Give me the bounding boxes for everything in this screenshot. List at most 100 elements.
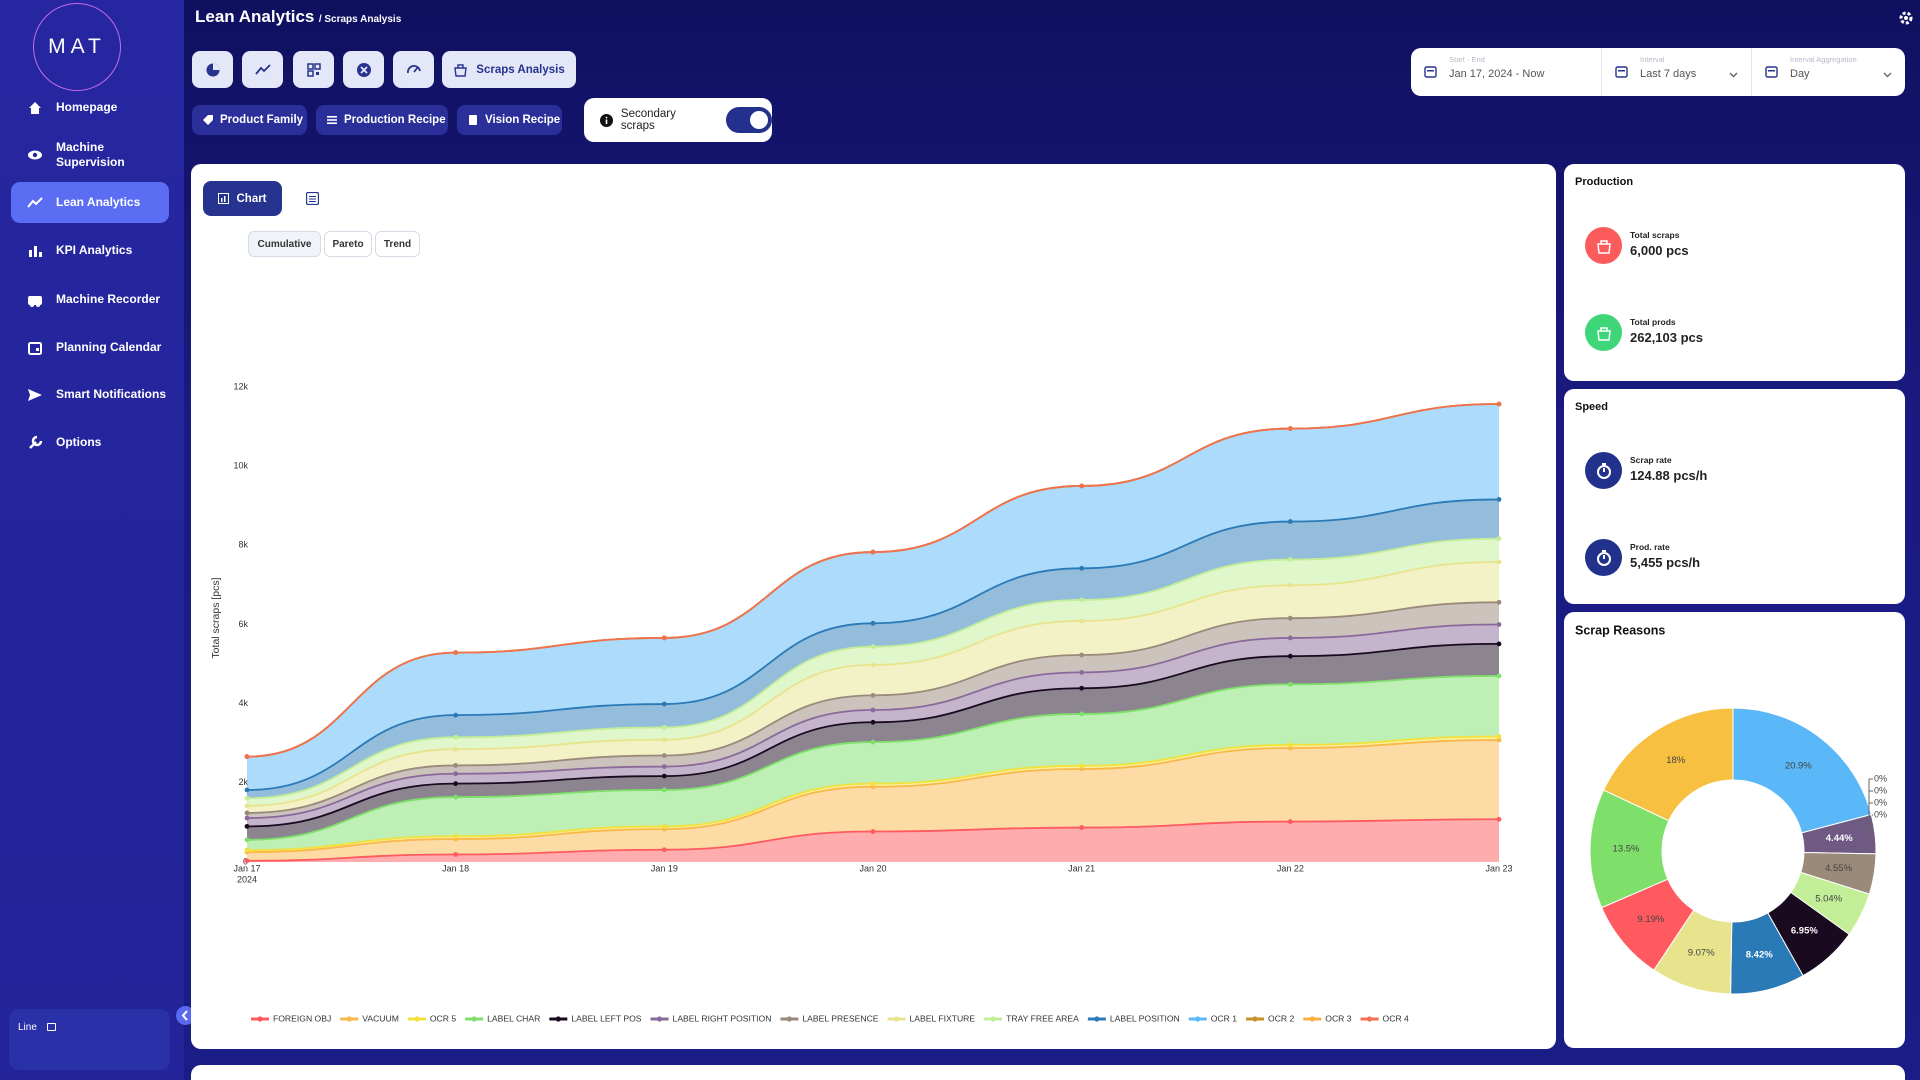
page-title: Lean Analytics	[195, 7, 315, 26]
bottom-panel	[191, 1065, 1905, 1080]
menu-label: Options	[56, 435, 102, 449]
footer-label: Line	[18, 1022, 37, 1033]
menu-label: Machine Supervision	[56, 139, 125, 169]
menu-label: KPI Analytics	[56, 243, 133, 257]
scrap-reasons-panel	[1564, 612, 1905, 1048]
logo: MAT	[33, 3, 121, 91]
icon	[28, 150, 42, 159]
filter-chip[interactable]: Production Recipe	[316, 105, 448, 135]
filter-chip[interactable]: Vision Recipe	[457, 105, 562, 135]
date-control[interactable]: Interval Aggregation Day	[1751, 48, 1905, 96]
info-icon	[600, 113, 613, 127]
icon	[28, 388, 42, 401]
kpi-label: Prod. rate	[1630, 542, 1670, 552]
kpi-icon	[1585, 314, 1622, 351]
menu-label: Machine Recorder	[56, 292, 161, 306]
kpi-value: 124.88 pcs/h	[1630, 468, 1708, 483]
kpi-icon	[1585, 539, 1622, 576]
chart-tab-icon	[218, 193, 230, 204]
date-control[interactable]: Start - End Jan 17, 2024 - Now	[1411, 48, 1601, 96]
chart-tab-label: Chart	[236, 192, 267, 205]
icon	[28, 295, 42, 307]
panel-title: Speed	[1575, 401, 1609, 413]
speed-panel: Speed Scrap rate 124.88 pcs/h Prod. rate 5,4…	[1564, 389, 1905, 604]
chart-tab[interactable]: Chart	[203, 181, 282, 216]
icon	[28, 341, 42, 355]
icon	[1596, 462, 1611, 479]
icon	[1883, 72, 1892, 78]
icon	[1729, 72, 1738, 78]
sidebar	[0, 0, 184, 1080]
icon	[356, 62, 371, 77]
icon	[1615, 66, 1628, 78]
tool-button[interactable]	[393, 51, 434, 88]
date-icon	[1765, 65, 1778, 83]
date-value: Last 7 days	[1640, 68, 1697, 80]
icon	[29, 101, 41, 114]
breadcrumb: / Scraps Analysis	[318, 14, 402, 25]
tool-button[interactable]	[192, 51, 233, 88]
date-control[interactable]: Interval Last 7 days	[1601, 48, 1751, 96]
kpi-label: Total prods	[1630, 317, 1676, 327]
icon	[254, 63, 271, 75]
table-tab[interactable]	[306, 192, 319, 205]
filter-chip[interactable]: Product Family	[192, 105, 307, 135]
kpi-label: Total scraps	[1630, 230, 1680, 240]
menu-item[interactable]: Lean Analytics	[11, 182, 169, 223]
icon	[327, 116, 337, 124]
chart-panel: Chart Cumulative Pareto Trend	[191, 164, 1556, 1049]
kpi-label: Scrap rate	[1630, 455, 1672, 465]
collapse-button[interactable]	[176, 1006, 195, 1025]
kpi-value: 6,000 pcs	[1630, 243, 1689, 258]
mode-button[interactable]: Pareto	[324, 231, 372, 257]
menu-item[interactable]: Machine Supervision	[11, 134, 169, 175]
kpi-value: 5,455 pcs/h	[1630, 555, 1701, 570]
tool-button[interactable]	[242, 51, 283, 88]
icon	[1596, 239, 1611, 254]
footer-box: Line	[9, 1009, 170, 1070]
date-controls: Start - End Jan 17, 2024 - Now Interval Las…	[1411, 48, 1905, 96]
mode-button[interactable]: Cumulative	[248, 231, 321, 257]
tab-label: Scraps Analysis	[476, 63, 565, 76]
icon	[1596, 549, 1611, 566]
menu-item[interactable]: Options	[11, 422, 169, 463]
menu-item[interactable]: Homepage	[11, 87, 169, 128]
icon	[206, 63, 219, 76]
kpi-icon	[1585, 452, 1622, 489]
menu-item[interactable]: Smart Notifications	[11, 374, 169, 415]
icon	[1765, 66, 1778, 78]
menu-label: Homepage	[56, 100, 118, 114]
icon	[203, 115, 213, 125]
menu-label: Lean Analytics	[56, 195, 141, 209]
menu-item[interactable]: KPI Analytics	[11, 230, 169, 271]
icon	[29, 435, 43, 449]
chevron	[1728, 67, 1739, 85]
date-label: Interval	[1640, 55, 1665, 64]
footer-icon	[47, 1023, 56, 1031]
production-panel: Production Total scraps 6,000 pcs Total pro…	[1564, 164, 1905, 381]
menu-item[interactable]: Machine Recorder	[11, 279, 169, 320]
menu-item[interactable]: Planning Calendar	[11, 327, 169, 368]
menu-label: Smart Notifications	[56, 387, 167, 401]
mode-button[interactable]: Trend	[375, 231, 420, 257]
tool-button[interactable]	[343, 51, 384, 88]
tool-button[interactable]	[293, 51, 334, 88]
kpi-value: 262,103 pcs	[1630, 330, 1704, 345]
scraps-analysis-tab[interactable]: Scraps Analysis	[442, 51, 576, 88]
menu-label: Planning Calendar	[56, 340, 162, 354]
toggle-box: Secondary scraps	[584, 98, 772, 142]
kpi-icon	[1585, 227, 1622, 264]
toggle-label: Secondary scraps	[620, 108, 676, 132]
filter-label: Production Recipe	[344, 114, 446, 126]
icon	[454, 64, 468, 77]
chevron	[1882, 67, 1893, 85]
filter-label: Vision Recipe	[485, 114, 561, 126]
date-icon	[1424, 65, 1437, 83]
filter-label: Product Family	[220, 114, 304, 126]
date-icon	[1615, 65, 1628, 83]
icon	[469, 115, 477, 125]
toggle-switch[interactable]	[726, 107, 772, 133]
settings-icon[interactable]	[1898, 10, 1914, 26]
collapse-icon	[181, 1010, 188, 1021]
